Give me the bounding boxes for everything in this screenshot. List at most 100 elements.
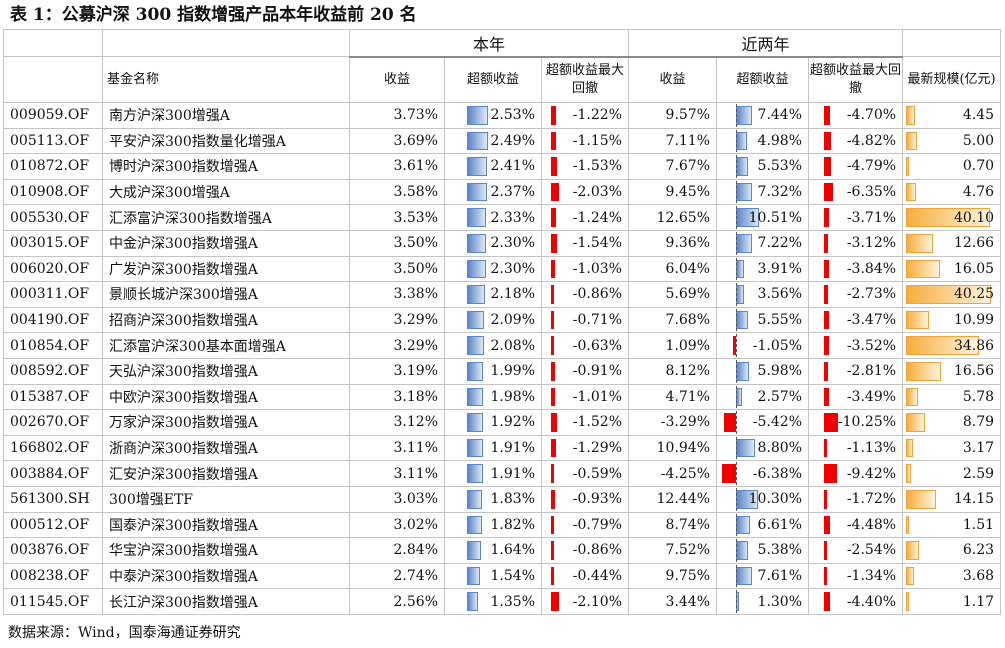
cell-value: -1.29% [572, 440, 623, 457]
data-bar [906, 336, 980, 355]
cell-return: 3.69% [349, 127, 445, 155]
cell-fund-name: 平安沪深300指数量化增强A [102, 127, 350, 155]
data-bar [467, 515, 482, 535]
data-bar [906, 566, 915, 586]
cell-max-drawdown: -0.86% [540, 537, 630, 564]
column-header-return-2y: 收益 [628, 56, 718, 103]
cell-value: 5.78 [962, 388, 995, 405]
cell-value: 0.70 [962, 158, 995, 175]
cell-max-drawdown-2y: -4.82% [808, 127, 904, 155]
cell-return-2y: 7.68% [628, 306, 718, 334]
cell-max-drawdown-2y: -4.79% [808, 153, 904, 180]
cell-value: -3.12% [846, 235, 897, 252]
cell-excess-2y: 3.91% [716, 255, 810, 283]
data-bar [906, 413, 926, 432]
data-bar [467, 592, 478, 611]
column-header-excess: 超额收益 [444, 56, 542, 103]
data-bar [467, 182, 487, 202]
cell-value: 12.66 [953, 235, 995, 252]
data-bar [906, 387, 919, 407]
cell-fund-name: 中泰沪深300指数增强A [102, 562, 350, 590]
cell-value: -1.34% [846, 567, 897, 584]
cell-code: 011545.OF [3, 588, 103, 615]
cell-fund-name: 天弘沪深300指数增强A [102, 357, 350, 385]
data-bar [906, 208, 991, 227]
cell-value: 1.54% [490, 567, 535, 584]
zero-axis [736, 155, 738, 178]
cell-code: 009059.OF [3, 102, 103, 129]
data-bar [824, 387, 830, 407]
table-row: 000512.OF 国泰沪深300指数增强A 3.02% 1.82% -0.79% 8.7… [3, 511, 1002, 539]
cell-return-2y: 8.12% [628, 357, 718, 385]
data-bar [906, 233, 934, 253]
cell-value: 1.92% [490, 414, 535, 431]
zero-axis [736, 308, 738, 332]
cell-return: 3.03% [349, 485, 445, 513]
cell-return-2y: 9.36% [628, 229, 718, 257]
blank-header-cell [3, 29, 103, 57]
cell-scale: 1.51 [902, 511, 1002, 539]
cell-scale: 3.68 [902, 562, 1002, 590]
cell-value: -2.81% [846, 363, 897, 380]
zero-axis [736, 436, 738, 460]
data-bar [551, 336, 554, 355]
cell-return-2y: 6.04% [628, 255, 718, 283]
table-body: 009059.OF 南方沪深300增强A 3.73% 2.53% -1.22% 9.57%… [3, 102, 1002, 615]
cell-scale: 8.79 [902, 409, 1002, 436]
cell-fund-name: 国泰沪深300指数增强A [102, 511, 350, 539]
cell-return: 3.50% [349, 229, 445, 257]
cell-value: 2.37% [490, 184, 535, 201]
cell-return: 2.74% [349, 562, 445, 590]
table-row: 003884.OF 汇安沪深300指数增强A 3.11% 1.91% -0.59% -4.… [3, 460, 1002, 487]
data-bar [467, 310, 484, 330]
cell-code: 015387.OF [3, 383, 103, 411]
cell-code: 008238.OF [3, 562, 103, 590]
data-bar [906, 438, 914, 458]
cell-value: -1.01% [572, 388, 623, 405]
data-bar [824, 464, 838, 483]
cell-return: 3.53% [349, 204, 445, 231]
cell-value: -0.93% [572, 491, 623, 508]
cell-fund-name: 汇添富沪深300基本面增强A [102, 332, 350, 359]
cell-value: -3.47% [846, 312, 897, 329]
data-bar [736, 361, 750, 381]
cell-scale: 0.70 [902, 153, 1002, 180]
cell-max-drawdown: -0.93% [540, 485, 630, 513]
cell-max-drawdown-2y: -3.71% [808, 204, 904, 231]
cell-fund-name: 万家沪深300指数增强A [102, 409, 350, 436]
cell-value: -5.42% [752, 414, 803, 431]
cell-excess: 2.41% [444, 153, 542, 180]
cell-value: -0.59% [572, 465, 623, 482]
cell-value: -1.22% [572, 107, 623, 124]
cell-excess-2y: 8.80% [716, 434, 810, 462]
cell-value: 4.98% [757, 132, 803, 149]
data-bar [551, 182, 559, 202]
cell-code: 010872.OF [3, 153, 103, 180]
cell-value: 1.91% [490, 465, 535, 482]
cell-max-drawdown: -1.15% [540, 127, 630, 155]
cell-value: 8.80% [757, 440, 803, 457]
data-bar [467, 566, 480, 586]
data-bar [906, 131, 918, 151]
cell-scale: 16.05 [902, 255, 1002, 283]
cell-scale: 2.59 [902, 460, 1002, 487]
data-bar [467, 438, 483, 458]
zero-axis [736, 462, 738, 485]
cell-value: 7.61% [757, 567, 803, 584]
cell-value: -4.82% [846, 132, 897, 149]
cell-value: 4.45 [962, 107, 995, 124]
cell-scale: 3.17 [902, 434, 1002, 462]
data-bar [824, 541, 828, 560]
cell-max-drawdown: -1.03% [540, 255, 630, 283]
cell-code: 002670.OF [3, 409, 103, 436]
data-bar [736, 515, 751, 535]
data-bar [824, 515, 831, 535]
cell-value: -6.38% [752, 465, 803, 482]
cell-value: 2.33% [490, 209, 535, 226]
cell-value: 10.51% [748, 209, 803, 226]
cell-max-drawdown: -0.91% [540, 357, 630, 385]
data-bar [736, 285, 745, 304]
cell-value: -4.79% [846, 158, 897, 175]
cell-value: 5.38% [757, 542, 803, 559]
blank-header-cell [902, 29, 1002, 57]
